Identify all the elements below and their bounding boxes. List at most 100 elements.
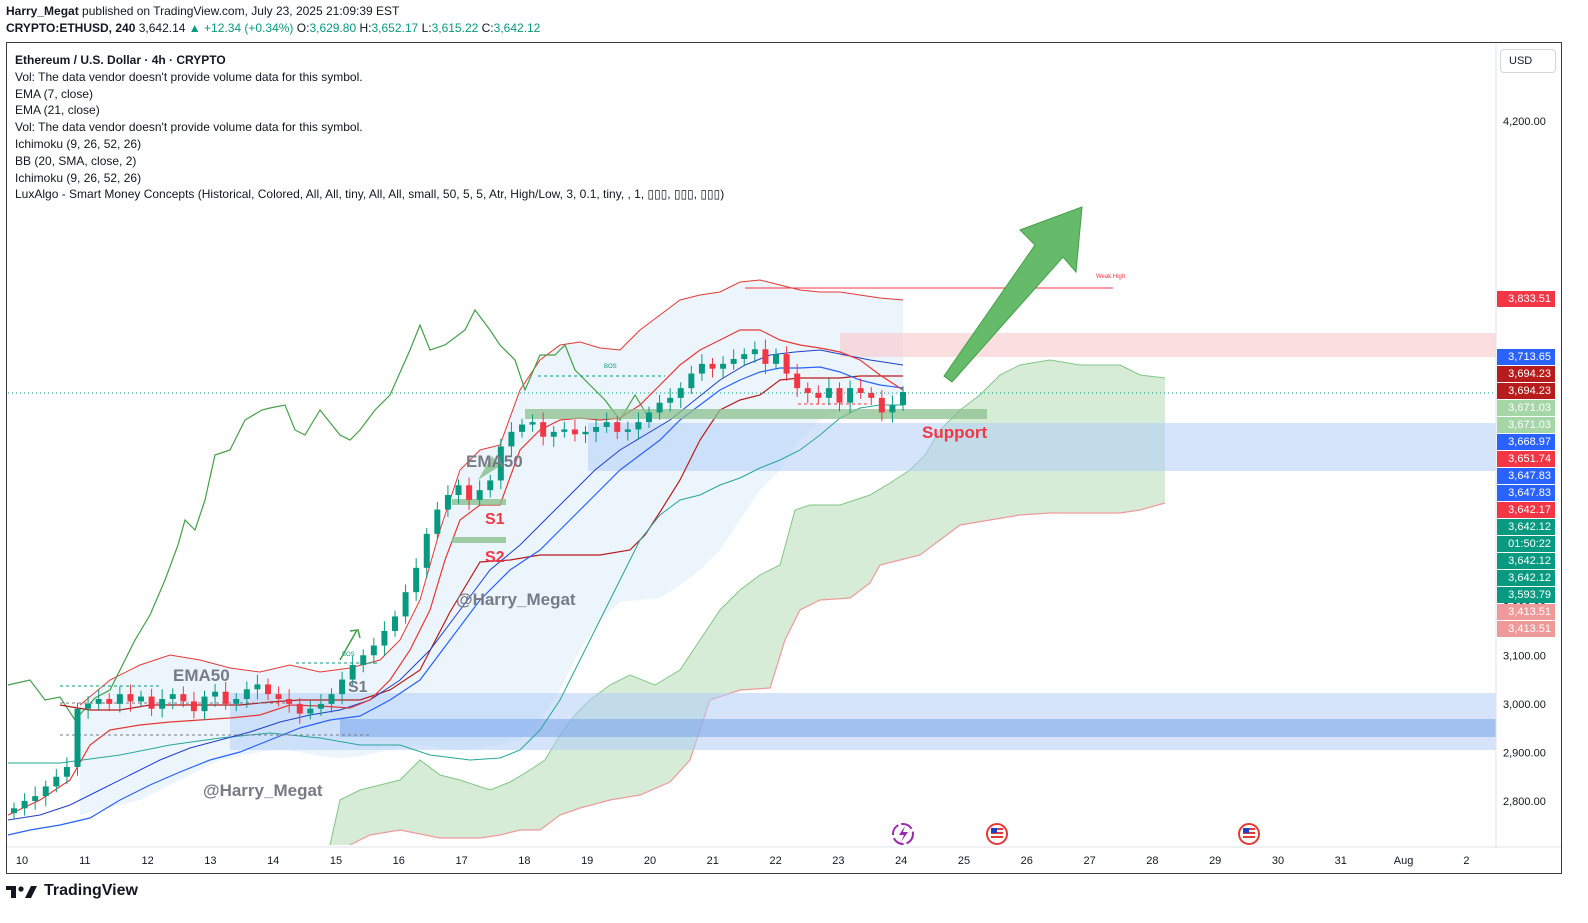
time-tick-label: 26 <box>1021 855 1033 867</box>
candle-body <box>190 701 197 712</box>
candles-group <box>11 339 906 819</box>
candle-body <box>550 431 557 437</box>
time-tick-label: 30 <box>1272 855 1284 867</box>
ohlc-bar: CRYPTO:ETHUSD, 240 3,642.14 ▲ +12.34 (+0… <box>6 21 540 35</box>
time-tick-label: 19 <box>581 855 593 867</box>
time-tick-label: 18 <box>518 855 530 867</box>
candle-body <box>402 592 409 617</box>
candle-body <box>63 767 70 777</box>
price-label: 3,593.79 <box>1497 587 1555 604</box>
event-icon-crypto[interactable] <box>892 823 914 845</box>
candle-body <box>53 776 60 787</box>
last-price: 3,642.14 <box>138 21 186 35</box>
tradingview-brand: TradingView <box>44 882 138 899</box>
time-tick-label: 20 <box>644 855 656 867</box>
legend-line-0[interactable]: Vol: The data vendor doesn't provide vol… <box>15 69 363 84</box>
candle-body <box>646 412 652 423</box>
low-value: 3,615.22 <box>431 21 479 35</box>
candle-body <box>868 393 875 398</box>
candle-body <box>794 373 801 389</box>
price-label: 3,671.03 <box>1497 400 1555 417</box>
candle-body <box>455 485 462 495</box>
candle-body <box>349 665 356 680</box>
candle-body <box>286 699 293 704</box>
candle-body <box>95 699 102 704</box>
price-label: 3,671.03 <box>1497 417 1555 434</box>
small-up-arrow-lower <box>339 629 361 661</box>
price-label: 3,651.74 <box>1497 451 1555 468</box>
time-tick-label: 10 <box>16 855 28 867</box>
bos-label-lower: BOS <box>342 652 355 658</box>
candle-body <box>243 689 250 699</box>
legend-line-3[interactable]: Vol: The data vendor doesn't provide vol… <box>15 120 363 135</box>
candle-body <box>730 359 737 364</box>
close-value: 3,642.12 <box>493 21 541 35</box>
weak-high-label: Weak High <box>1096 274 1125 280</box>
time-tick-label: 21 <box>707 855 719 867</box>
chart-frame[interactable] <box>6 42 1562 874</box>
candle-body <box>169 694 176 699</box>
price-tick-label: 3,000.00 <box>1503 699 1546 711</box>
legend-line-6[interactable]: Ichimoku (9, 26, 52, 26) <box>15 170 142 185</box>
low-label: L: <box>421 21 432 35</box>
price-label: 3,647.83 <box>1497 468 1555 485</box>
candle-body <box>21 801 28 809</box>
price-change: +12.34 (+0.34%) <box>204 21 294 35</box>
candle-body <box>444 495 451 510</box>
publish-info: Harry_Megat published on TradingView.com… <box>6 4 399 18</box>
price-label: 3,694.23 <box>1497 383 1555 400</box>
price-label: 3,642.12 <box>1497 570 1555 587</box>
time-tick-label: 23 <box>832 855 844 867</box>
candle-body <box>222 691 229 704</box>
legend-line-4[interactable]: Ichimoku (9, 26, 52, 26) <box>15 136 142 151</box>
legend-line-7[interactable]: LuxAlgo - Smart Money Concepts (Historic… <box>15 187 725 202</box>
candle-body <box>497 446 504 481</box>
candle-body <box>815 393 822 398</box>
price-tick-label: 4,200.00 <box>1503 116 1546 128</box>
equilibrium-band-mid-2 <box>452 537 506 543</box>
ema-21-line <box>7 366 904 836</box>
price-label: 3,713.65 <box>1497 349 1555 366</box>
candle-body <box>593 427 600 432</box>
candle-body <box>434 509 441 534</box>
candle-body <box>138 696 144 702</box>
candle-body <box>476 490 483 500</box>
kumo-lower-edge <box>349 502 1166 846</box>
candle-body <box>751 349 758 355</box>
ema50-label-top: EMA50 <box>466 452 523 471</box>
currency-button[interactable]: USD <box>1500 49 1556 73</box>
s1-label-top: S1 <box>485 511 505 528</box>
tradingview-logo[interactable]: TradingView <box>6 882 138 900</box>
event-icon-us-flag-1[interactable] <box>986 823 1008 845</box>
legend-line-1[interactable]: EMA (7, close) <box>15 86 94 101</box>
resistance-zone <box>840 333 1496 357</box>
candle-body <box>582 431 589 435</box>
legend-line-5[interactable]: BB (20, SMA, close, 2) <box>15 153 137 168</box>
time-tick-label: 27 <box>1083 855 1095 867</box>
time-tick-label: 14 <box>267 855 279 867</box>
candle-body <box>233 699 240 704</box>
price-label: 3,413.51 <box>1497 604 1555 621</box>
time-tick-label: 16 <box>393 855 405 867</box>
candle-body <box>529 422 536 425</box>
legend-line-2[interactable]: EMA (21, close) <box>15 103 100 118</box>
candle-body <box>720 363 727 369</box>
kumo-upper-edge <box>329 359 1166 846</box>
time-tick-label: 11 <box>79 855 90 867</box>
candle-body <box>773 354 779 364</box>
candle-body <box>317 703 324 709</box>
candle-body <box>783 354 790 374</box>
candle-body <box>677 388 684 398</box>
event-icon-us-flag-2[interactable] <box>1238 823 1260 845</box>
time-axis[interactable]: 10 11 12 13 14 15 16 17 18 19 20 21 22 23 24 25 26 27 28 29… <box>16 855 1470 867</box>
author-name[interactable]: Harry_Megat <box>6 4 79 18</box>
time-tick-label: 22 <box>769 855 781 867</box>
candle-body <box>825 388 832 398</box>
legend-title[interactable]: Ethereum / U.S. Dollar · 4h · CRYPTO <box>15 53 226 67</box>
price-label: 3,647.83 <box>1497 485 1555 502</box>
candle-body <box>688 373 695 389</box>
candle-body <box>667 397 674 403</box>
candle-body <box>900 392 906 406</box>
candle-body <box>159 699 166 709</box>
